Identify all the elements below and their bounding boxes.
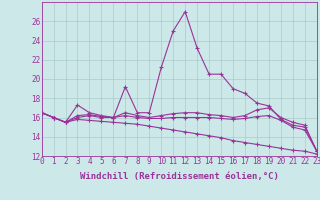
X-axis label: Windchill (Refroidissement éolien,°C): Windchill (Refroidissement éolien,°C) xyxy=(80,172,279,181)
